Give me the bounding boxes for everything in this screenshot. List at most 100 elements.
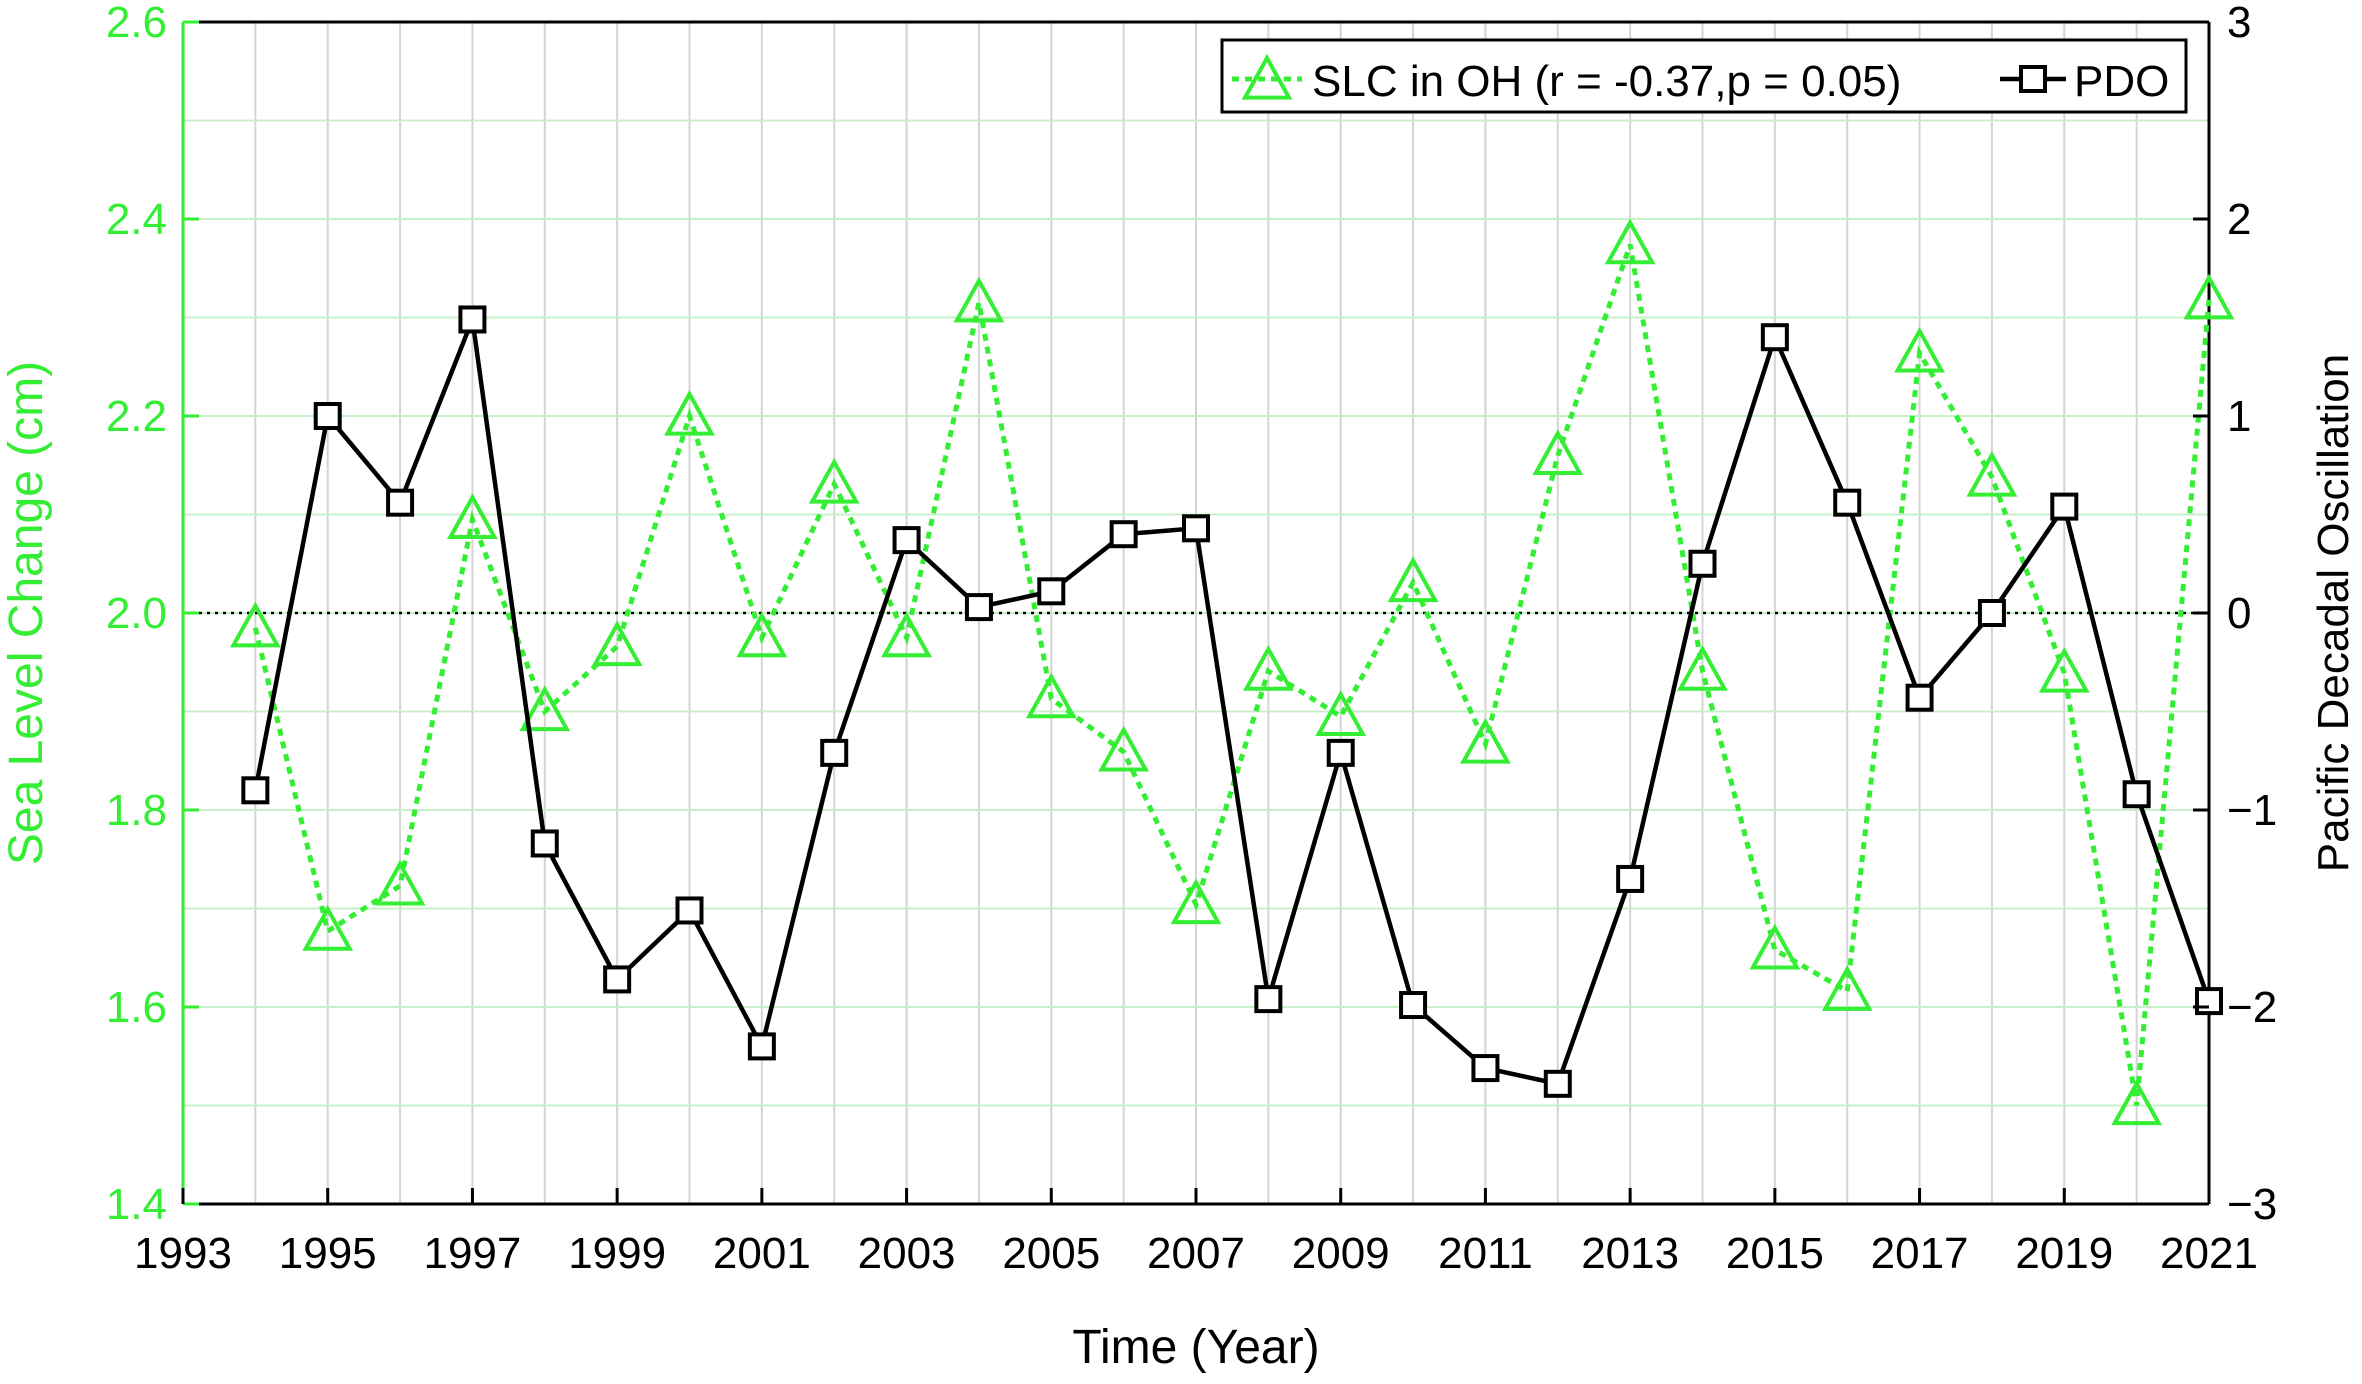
pdo-point — [1109, 520, 1138, 549]
right-tick-label: 2 — [2227, 195, 2251, 244]
pdo-point — [1471, 1054, 1500, 1083]
pdo-point — [1182, 514, 1210, 543]
left-tick-label: 2.0 — [106, 589, 167, 638]
slc-point — [374, 859, 426, 906]
x-tick-label: 1995 — [279, 1229, 377, 1278]
slc-point — [1966, 450, 2018, 497]
pdo-point — [1688, 549, 1717, 578]
slc-point — [664, 389, 715, 436]
legend-pdo-marker — [2019, 65, 2047, 93]
pdo-point — [1760, 323, 1789, 352]
pdo-point — [1326, 738, 1355, 767]
x-tick-label: 2001 — [713, 1229, 811, 1278]
pdo-point — [1543, 1069, 1572, 1098]
slc-point — [2111, 1079, 2163, 1126]
pdo-point — [241, 776, 270, 805]
pdo-point — [675, 896, 704, 925]
left-tick-label: 2.6 — [106, 0, 167, 47]
left-tick-label: 2.2 — [106, 392, 167, 441]
slc-point — [1894, 326, 1945, 373]
slc-point — [229, 601, 281, 648]
x-tick-label: 1999 — [568, 1229, 666, 1278]
slc-point — [1025, 672, 1077, 719]
right-tick-label: 1 — [2227, 392, 2251, 441]
x-tick-label: 2007 — [1147, 1229, 1245, 1278]
slc-point — [953, 276, 1005, 323]
right-tick-label: −2 — [2227, 983, 2277, 1032]
right-tick-label: −3 — [2227, 1180, 2277, 1229]
pdo-point — [2195, 987, 2223, 1016]
right-tick-label: 0 — [2227, 589, 2251, 638]
legend-label-slc: SLC in OH (r = -0.37,p = 0.05) — [1312, 57, 1901, 106]
x-tick-label: 1997 — [423, 1229, 521, 1278]
left-axis-ticks: 1.4 1.6 1.8 2.0 2.2 2.4 2.6 — [106, 0, 199, 1229]
slc-point — [808, 457, 860, 504]
x-tick-label: 2021 — [2160, 1229, 2258, 1278]
series-slc — [229, 218, 2235, 1126]
pdo-point — [1254, 985, 1283, 1014]
slc-point — [1532, 429, 1584, 475]
pdo-point — [1399, 991, 1428, 1020]
slc-point — [519, 685, 571, 732]
slc-point — [1387, 556, 1439, 603]
x-tick-label: 2005 — [1002, 1229, 1100, 1278]
left-axis-title: Sea Level Change (cm) — [0, 361, 53, 865]
x-tick-label: 2009 — [1292, 1229, 1390, 1278]
slc-point — [2038, 646, 2090, 693]
pdo-point — [2122, 780, 2151, 809]
slc-point — [881, 611, 932, 658]
left-tick-label: 2.4 — [106, 195, 167, 244]
right-tick-label: 3 — [2227, 0, 2251, 47]
x-tick-label: 2003 — [858, 1229, 956, 1278]
left-tick-label: 1.8 — [106, 786, 167, 835]
legend-sample-pdo — [2000, 65, 2066, 93]
x-axis-ticks: 1993 1995 1997 1999 2001 2003 2005 2007 2009 2011… — [134, 1188, 2258, 1278]
x-tick-label: 2019 — [2015, 1229, 2113, 1278]
legend-label-pdo: PDO — [2074, 57, 2169, 106]
legend-sample-slc — [1232, 53, 1302, 100]
series-pdo — [241, 305, 2223, 1098]
slc-point — [2183, 273, 2235, 320]
x-axis-title: Time (Year) — [1072, 1321, 1319, 1374]
right-axis-ticks: −3 −2 −1 0 1 2 3 — [2193, 0, 2277, 1229]
legend-slc-marker — [1241, 53, 1293, 100]
legend: SLC in OH (r = -0.37,p = 0.05) PDO — [1220, 38, 2188, 114]
x-tick-label: 2017 — [1871, 1229, 1969, 1278]
pdo-point — [386, 488, 415, 517]
slc-point — [1170, 878, 1222, 925]
slc-point — [1604, 218, 1656, 265]
pdo-point — [820, 738, 849, 767]
slc-point — [736, 611, 788, 658]
pdo-point — [1977, 599, 2006, 627]
pdo-point — [530, 829, 559, 858]
slc-point — [1677, 644, 1728, 691]
slc-point — [302, 905, 354, 951]
pdo-point — [458, 305, 487, 334]
x-tick-label: 2013 — [1581, 1229, 1679, 1278]
slc-point — [1098, 725, 1150, 772]
pdo-point — [603, 965, 632, 994]
slc-point — [1242, 644, 1294, 691]
left-tick-label: 1.4 — [106, 1180, 167, 1229]
left-tick-label: 1.6 — [106, 983, 167, 1032]
pdo-point — [747, 1032, 776, 1061]
pdo-point — [1037, 577, 1066, 606]
slc-point — [1821, 965, 1873, 1011]
slc-point — [447, 493, 498, 540]
pdo-point — [892, 526, 921, 555]
x-tick-label: 1993 — [134, 1229, 232, 1278]
slc-point — [591, 620, 643, 667]
pdo-point — [313, 402, 342, 430]
pdo-point — [2050, 492, 2079, 521]
slc-point — [1460, 717, 1511, 764]
right-axis-title: Pacific Decadal Oscillation — [2309, 354, 2358, 872]
right-tick-label: −1 — [2227, 786, 2277, 835]
pdo-point — [1905, 683, 1934, 712]
x-tick-label: 2011 — [1438, 1229, 1533, 1278]
pdo-line — [253, 310, 2212, 1087]
pdo-point — [1616, 864, 1645, 893]
x-tick-label: 2015 — [1726, 1229, 1824, 1278]
pdo-point — [1833, 488, 1862, 517]
